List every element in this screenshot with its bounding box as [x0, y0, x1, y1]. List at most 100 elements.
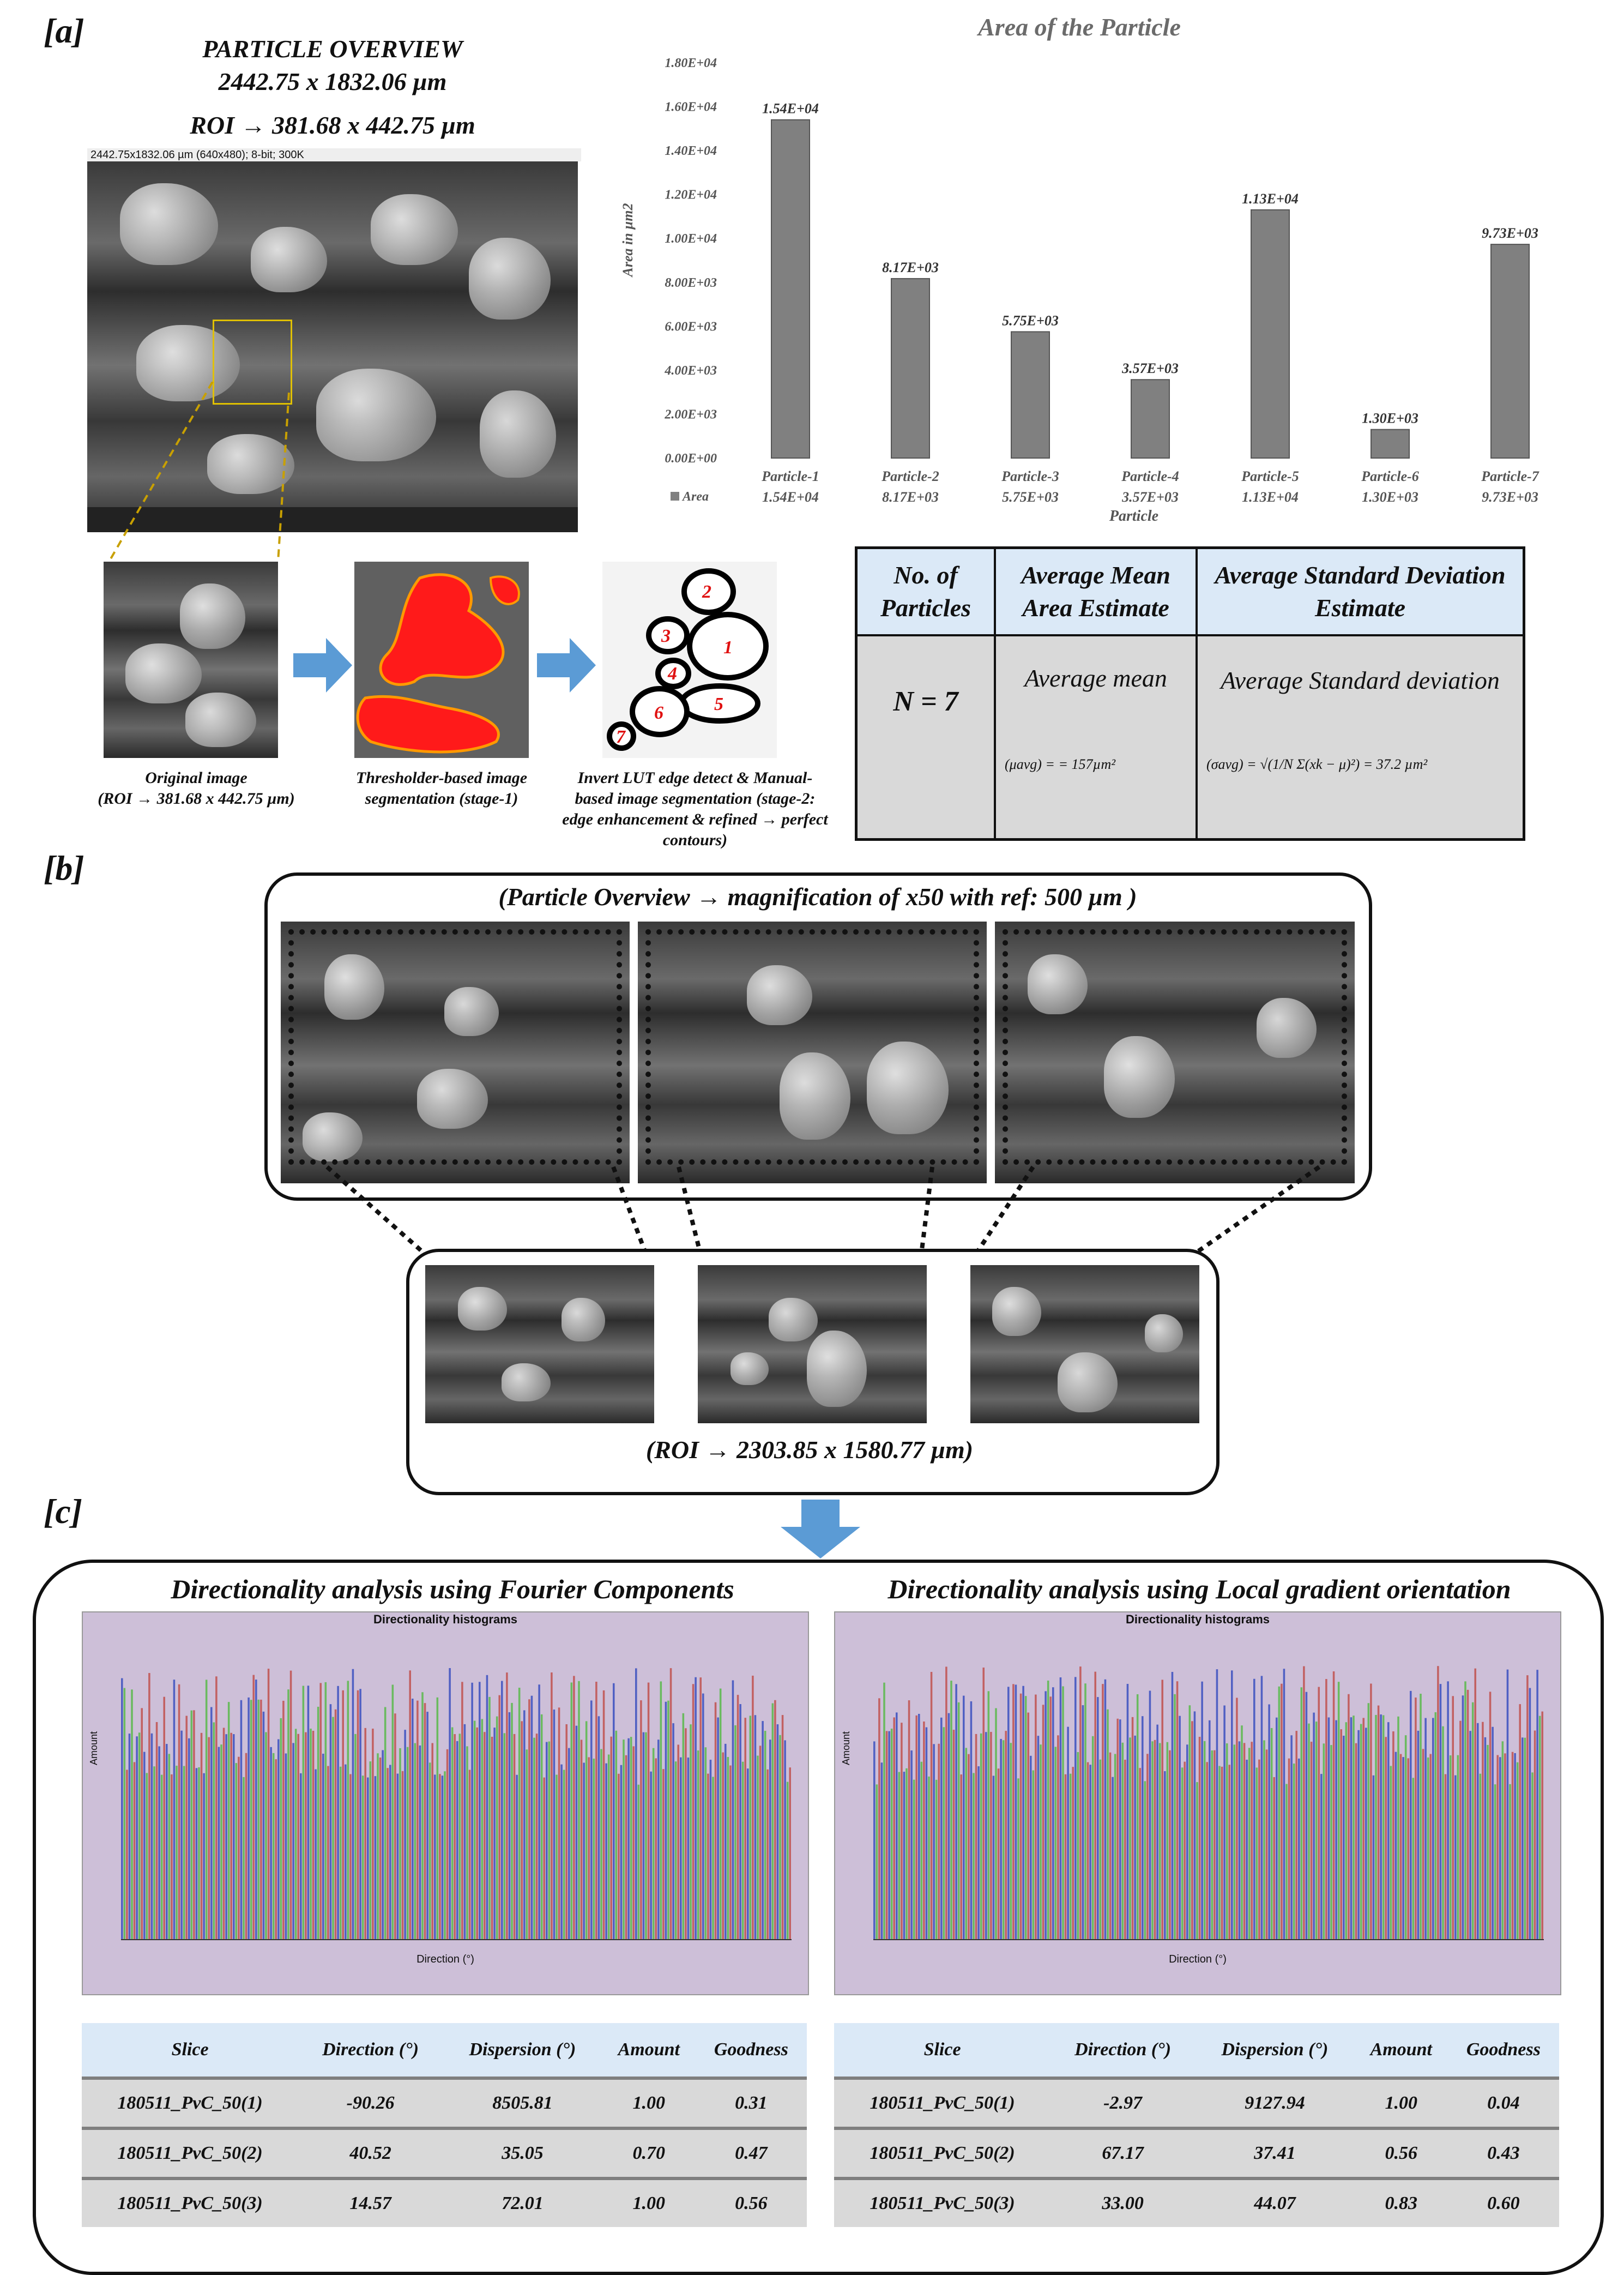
fourier-histogram-xlabel: Direction (°): [416, 1953, 474, 1965]
histogram-bar: [324, 1682, 327, 1940]
histogram-bar: [955, 1684, 957, 1940]
histogram-bar: [1214, 1750, 1216, 1940]
histogram-bar: [1298, 1758, 1300, 1940]
histogram-bar: [1288, 1758, 1290, 1940]
manual-segmentation-caption: Invert LUT edge detect & Manual-based im…: [562, 769, 828, 849]
histogram-bar: [1086, 1762, 1089, 1940]
histogram-bar: [1496, 1755, 1499, 1940]
histogram-bar: [451, 1727, 454, 1940]
histogram-bar: [605, 1763, 607, 1940]
histogram-bar: [620, 1765, 623, 1940]
histogram-bar: [374, 1776, 377, 1940]
header-num-particles: No. of Particles: [880, 561, 971, 622]
histogram-bar: [1221, 1766, 1223, 1940]
histogram-bar: [997, 1768, 1000, 1940]
col-dispersion: Dispersion (°): [1195, 2023, 1355, 2079]
histogram-bar: [546, 1742, 548, 1940]
histogram-bar: [416, 1700, 419, 1940]
histogram-bar: [957, 1702, 960, 1940]
histogram-bar: [558, 1707, 560, 1940]
histogram-bar: [1536, 1670, 1538, 1940]
table-row: 180511_PvC_50(3) 33.00 44.07 0.83 0.60: [834, 2177, 1559, 2227]
histogram-bar: [361, 1776, 364, 1940]
histogram-bar: [508, 1712, 511, 1940]
histogram-bar: [650, 1771, 652, 1940]
histogram-bar: [665, 1701, 667, 1940]
histogram-bar: [960, 1774, 962, 1940]
histogram-bar: [1407, 1758, 1409, 1940]
roi-image-1: [425, 1265, 654, 1423]
histogram-bar: [262, 1711, 265, 1940]
histogram-bar: [615, 1730, 618, 1940]
histogram-bar: [247, 1697, 250, 1940]
histogram-bar: [1305, 1692, 1308, 1940]
histogram-bar: [551, 1672, 553, 1940]
histogram-bar: [1112, 1777, 1114, 1940]
histogram-bar: [556, 1774, 558, 1940]
histogram-bar: [1522, 1737, 1524, 1940]
histogram-bar: [238, 1756, 240, 1940]
histogram-bar: [1228, 1765, 1230, 1940]
histogram-bar: [1164, 1771, 1166, 1940]
histogram-bar: [880, 1762, 883, 1940]
histogram-bar: [339, 1766, 342, 1940]
histogram-bar: [1357, 1730, 1360, 1940]
histogram-bar: [225, 1734, 227, 1940]
histogram-bar: [188, 1738, 190, 1940]
histogram-bar: [317, 1706, 319, 1940]
histogram-bar: [449, 1668, 451, 1940]
particle-number-2: 2: [702, 582, 711, 602]
category-label: Particle-3: [1001, 468, 1059, 484]
manual-segmentation-image: 2 1 3 4 5 6 7: [602, 562, 777, 758]
fourier-title: Directionality analysis using Fourier Co…: [171, 1574, 734, 1604]
histogram-bar: [762, 1721, 764, 1940]
histogram-bar: [1420, 1694, 1422, 1940]
histogram-bar: [1318, 1687, 1320, 1940]
histogram-bar: [1278, 1686, 1281, 1940]
histogram-bar: [1399, 1754, 1402, 1940]
histogram-bar: [235, 1763, 238, 1940]
chart-title: Area of the Particle: [976, 13, 1181, 41]
header-average-mean: Average Mean Area Estimate: [1021, 561, 1170, 622]
histogram-bar: [1335, 1720, 1337, 1940]
histogram-bar: [1365, 1728, 1367, 1940]
histogram-bar: [588, 1757, 590, 1940]
histogram-bar: [1142, 1716, 1144, 1940]
histogram-bar: [168, 1754, 171, 1940]
histogram-bar: [434, 1774, 436, 1940]
histogram-bar: [292, 1743, 294, 1940]
legend: Area: [671, 490, 709, 504]
down-arrow-icon: [781, 1500, 860, 1558]
histogram-bar: [185, 1716, 188, 1940]
histogram-bar: [1353, 1716, 1355, 1940]
histogram-bar: [141, 1708, 143, 1940]
histogram-bar: [150, 1733, 153, 1940]
histogram-bar: [779, 1735, 781, 1940]
histogram-bar: [1350, 1717, 1353, 1940]
histogram-bar: [176, 1766, 178, 1940]
histogram-bar: [280, 1718, 282, 1940]
histogram-bar: [660, 1681, 662, 1940]
histogram-bar: [739, 1704, 741, 1940]
histogram-bar: [727, 1757, 729, 1940]
histogram-bar: [319, 1683, 322, 1940]
y-tick-label: 4.00E+03: [664, 364, 717, 378]
histogram-bar: [888, 1731, 890, 1940]
histogram-bar: [1514, 1753, 1516, 1940]
histogram-bar: [717, 1717, 719, 1940]
histogram-bar: [945, 1666, 947, 1940]
histogram-bar: [285, 1753, 287, 1940]
histogram-bar: [1511, 1752, 1514, 1940]
histogram-bar: [1084, 1683, 1086, 1940]
histogram-bar: [1156, 1724, 1158, 1940]
table-value-label: 5.75E+03: [1002, 489, 1059, 505]
histogram-bar: [1447, 1681, 1449, 1940]
panel-label-a: [a]: [44, 11, 84, 50]
histogram-bar: [523, 1710, 526, 1940]
histogram-bar: [781, 1715, 784, 1940]
histogram-bar: [426, 1712, 428, 1940]
histogram-bar: [1218, 1766, 1221, 1940]
histogram-bar: [744, 1718, 746, 1940]
table-row: 180511_PvC_50(1) -2.97 9127.94 1.00 0.04: [834, 2077, 1559, 2128]
histogram-bar: [769, 1740, 771, 1940]
